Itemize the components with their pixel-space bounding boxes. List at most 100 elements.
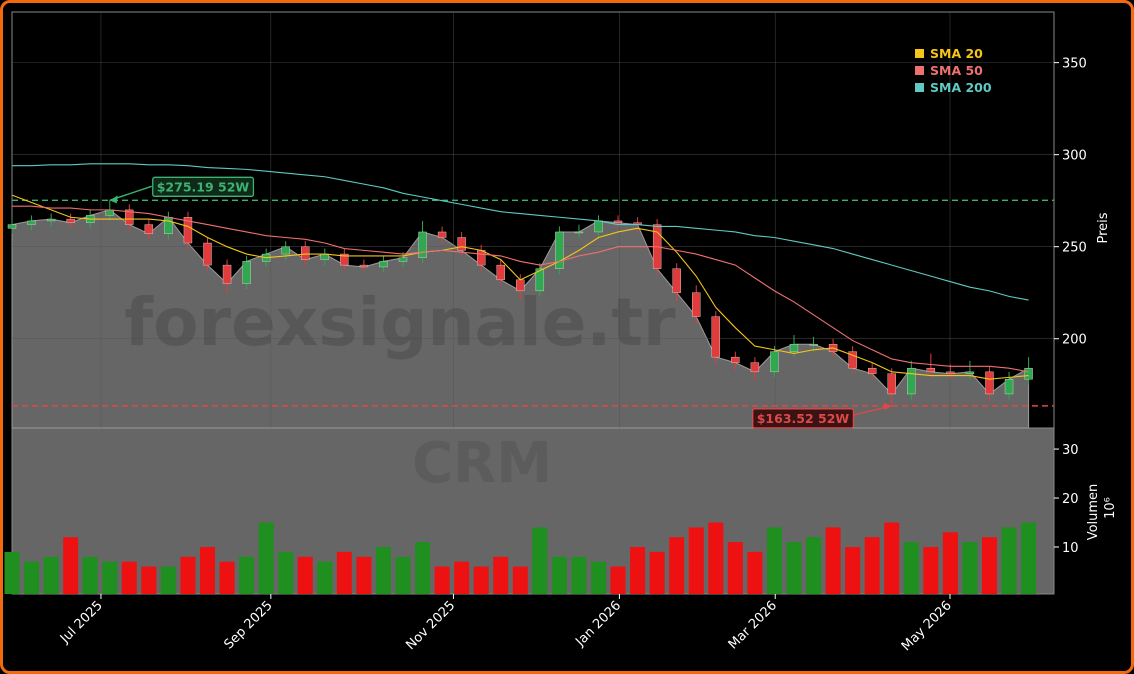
volume-bar [336,551,352,594]
candle-body [379,261,388,268]
y-axis-unit: 10⁶ [1103,497,1118,519]
volume-bar [180,556,196,594]
x-tick-label: Jan 2026 [572,598,624,650]
watermark: forexsignale.tr [124,284,676,361]
y-tick-label: 200 [1062,333,1087,348]
volume-bar [356,556,372,594]
candle-body [516,279,525,292]
candle-body [66,218,75,223]
candle-body [926,367,936,373]
candle-body [867,367,877,374]
volume-bar [590,561,606,594]
volume-bar [415,542,431,594]
volume-bar [24,561,40,594]
volume-bar [610,566,626,594]
candle-body [692,292,701,317]
volume-bar [1021,522,1037,594]
y-axis-label: Preis [1096,212,1111,243]
candle-body [183,217,193,244]
candle-body [7,224,17,229]
arrow-head [109,195,118,204]
sma-line [11,194,1029,380]
volume-bar [239,556,255,594]
y-tick-label: 20 [1062,492,1079,507]
candle-body [750,362,760,373]
candle-body [418,231,427,258]
x-tick-label: Nov 2025 [403,598,458,653]
volume-bar [493,556,509,594]
volume-bar [845,546,861,594]
volume-bar [884,522,900,594]
candle-body [965,371,975,374]
candle-body [731,356,740,363]
candle-body [242,261,251,284]
volume-bar [806,537,822,594]
volume-bar [297,556,313,594]
candle-body [809,344,818,346]
candle-body [672,268,681,293]
candle-body [301,246,310,260]
candle-body [789,344,799,352]
volume-bar [473,566,489,594]
candle-body [340,253,349,266]
legend-marker [915,66,924,75]
sma-line [12,163,1029,301]
sma-line [12,205,1029,373]
volume-bar [942,532,958,594]
candle-body [222,264,232,284]
candle-body [496,264,505,281]
volume-bar [532,527,548,594]
candle-body [574,231,584,234]
volume-bar [766,527,782,594]
legend-label: SMA 200 [930,80,992,95]
candle-body [281,246,290,255]
volume-bar [395,556,411,594]
candle-body [359,264,369,268]
volume-bar [141,566,157,594]
volume-bar [43,556,59,594]
volume-bar [121,561,137,594]
legend-label: SMA 20 [930,46,983,61]
volume-bar [63,537,79,594]
volume-bar [747,551,763,594]
annotation-label: $163.52 52W [757,411,850,426]
candle-body [535,268,545,292]
volume-bar [4,551,20,594]
annotation-box [752,408,855,429]
volume-bar [630,546,646,594]
volume-bar [102,561,118,594]
legend-marker [915,49,924,58]
candle-body [398,257,408,262]
legend-marker [915,83,924,92]
volume-bar [669,537,685,594]
volume-bar [962,542,978,594]
candle-body [711,316,720,358]
candle-body [27,220,36,225]
volume-bar [923,546,939,594]
candle-body [457,237,466,251]
arrow-head [883,402,892,410]
x-tick-label: Jul 2025 [57,598,106,647]
candle-body [105,209,114,216]
candle-body [144,224,154,235]
candle-body [1004,379,1014,395]
candle-body [203,242,212,266]
legend-label: SMA 50 [930,63,983,78]
volume-bar [981,537,997,594]
volume-bar [688,527,704,594]
volume-bar [825,527,841,594]
candle-body [887,373,896,395]
volume-bar [571,556,587,594]
volume-bar [727,542,743,594]
volume-bar [903,542,919,594]
volume-bar [160,566,176,594]
volume-bar [317,561,333,594]
volume-bar [512,566,528,594]
candle-body [164,217,173,235]
y-axis-label: Volumen [1086,484,1101,541]
candle-body [613,220,623,223]
volume-bar [258,522,274,594]
volume-bar [434,566,450,594]
candle-body [848,351,857,369]
